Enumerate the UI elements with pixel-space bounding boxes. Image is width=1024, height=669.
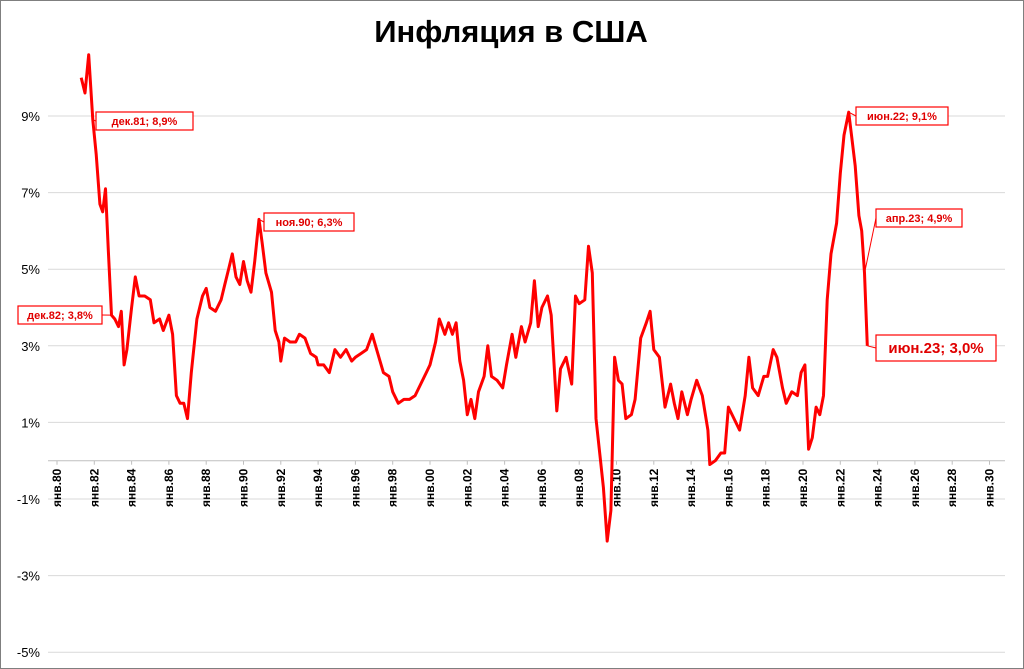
x-tick-label: янв.22 bbox=[833, 468, 847, 507]
y-tick-label: -3% bbox=[17, 569, 41, 584]
annotation-leader bbox=[867, 345, 877, 349]
annotation-label: апр.23; 4,9% bbox=[886, 213, 953, 225]
x-tick-label: янв.24 bbox=[871, 468, 885, 507]
x-tick-label: янв.86 bbox=[162, 468, 176, 507]
annotation-box bbox=[875, 334, 997, 362]
y-tick-label: 1% bbox=[21, 415, 40, 430]
x-tick-label: янв.98 bbox=[386, 468, 400, 507]
x-tick-label: янв.00 bbox=[423, 468, 437, 507]
annotation-leader bbox=[258, 218, 265, 223]
annotation-label: ноя.90; 6,3% bbox=[276, 217, 343, 229]
x-tick-label: янв.16 bbox=[721, 468, 735, 507]
annotation-box bbox=[875, 208, 963, 228]
x-tick-label: янв.26 bbox=[908, 468, 922, 507]
annotation-box bbox=[95, 111, 194, 131]
annotation-box bbox=[263, 212, 355, 232]
grid-lines bbox=[48, 115, 1005, 653]
inflation-series-line bbox=[79, 53, 869, 543]
x-tick-label: янв.96 bbox=[348, 468, 362, 507]
x-tick-label: янв.94 bbox=[311, 468, 325, 507]
annotation-label: июн.22; 9,1% bbox=[867, 111, 937, 123]
x-tick-label: янв.02 bbox=[460, 468, 474, 507]
y-tick-labels: 9% 7% 5% 3% 1% -1% -3% -5% bbox=[17, 109, 41, 660]
x-tick-label: янв.18 bbox=[759, 468, 773, 507]
x-tick-label: янв.88 bbox=[199, 468, 213, 507]
x-tick-label: янв.28 bbox=[945, 468, 959, 507]
y-tick-label: -5% bbox=[17, 645, 41, 660]
x-tick-label: янв.12 bbox=[647, 468, 661, 507]
annotation-label: июн.23; 3,0% bbox=[888, 340, 983, 357]
annotation-label: дек.82; 3,8% bbox=[27, 310, 93, 322]
series-layer bbox=[79, 53, 869, 543]
x-tick-label: янв.82 bbox=[87, 468, 101, 507]
x-tick-label: янв.90 bbox=[237, 468, 251, 507]
x-tick-labels: янв.80 янв.82 янв.84 янв.86 янв.88 янв.90 янв.… bbox=[50, 460, 997, 507]
x-tick-label: янв.20 bbox=[796, 468, 810, 507]
chart-title: Инфляция в США bbox=[374, 14, 648, 49]
annotations-layer: дек.81; 8,9% дек.82; 3,8% ноя.90; 6,3% июн.… bbox=[17, 106, 997, 362]
annotation-leader bbox=[848, 111, 857, 117]
x-tick-label: янв.04 bbox=[498, 468, 512, 507]
y-tick-label: 7% bbox=[21, 186, 40, 201]
y-tick-label: -1% bbox=[17, 492, 41, 507]
y-tick-label: 5% bbox=[21, 262, 40, 277]
x-tick-label: янв.08 bbox=[572, 468, 586, 507]
x-tick-label: янв.14 bbox=[684, 468, 698, 507]
x-tick-label: янв.84 bbox=[125, 468, 139, 507]
y-tick-label: 9% bbox=[21, 109, 40, 124]
x-tick-label: янв.80 bbox=[50, 468, 64, 507]
annotation-label: дек.81; 8,9% bbox=[112, 116, 178, 128]
annotation-leader bbox=[864, 217, 877, 274]
x-tick-label: янв.30 bbox=[983, 468, 997, 507]
annotation-box bbox=[855, 106, 949, 126]
y-tick-label: 3% bbox=[21, 339, 40, 354]
annotation-box bbox=[17, 305, 103, 325]
x-tick-label: янв.06 bbox=[535, 468, 549, 507]
x-tick-label: янв.92 bbox=[274, 468, 288, 507]
